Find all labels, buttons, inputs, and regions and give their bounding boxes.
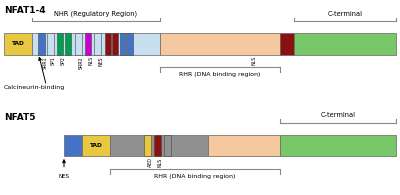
Bar	[64, 135, 82, 156]
Text: SRR2: SRR2	[79, 56, 84, 69]
Bar	[280, 33, 294, 55]
Bar	[94, 33, 101, 55]
Bar	[144, 135, 151, 156]
Text: NES: NES	[58, 174, 70, 179]
Bar	[160, 33, 280, 55]
Bar	[75, 33, 82, 55]
Bar	[120, 33, 126, 55]
Bar	[154, 135, 161, 156]
Bar	[32, 33, 160, 55]
Bar	[164, 135, 171, 156]
Bar	[38, 33, 45, 55]
Text: AED: AED	[148, 158, 153, 168]
Text: Calcineurin-binding: Calcineurin-binding	[4, 85, 65, 90]
Text: SP2: SP2	[61, 56, 66, 65]
Bar	[294, 33, 396, 55]
Bar	[57, 33, 63, 55]
Text: NLS: NLS	[252, 56, 256, 65]
Text: NES: NES	[98, 56, 103, 66]
Text: C-terminal: C-terminal	[328, 11, 362, 17]
Bar	[47, 33, 54, 55]
Text: C-terminal: C-terminal	[320, 112, 356, 118]
Text: TAD: TAD	[90, 143, 102, 148]
Bar	[4, 33, 32, 55]
Text: TAD: TAD	[12, 41, 24, 46]
Text: NLS: NLS	[89, 56, 94, 65]
Bar	[65, 33, 71, 55]
Bar	[85, 33, 91, 55]
Bar	[105, 33, 111, 55]
Text: SRR1: SRR1	[42, 56, 47, 69]
Text: RHR (DNA binding region): RHR (DNA binding region)	[179, 72, 261, 77]
Bar	[208, 135, 280, 156]
Bar	[112, 33, 118, 55]
Bar	[280, 135, 396, 156]
Text: SP1: SP1	[51, 56, 56, 65]
Text: NFAT5: NFAT5	[4, 113, 36, 122]
Text: NLS: NLS	[158, 158, 163, 167]
Bar	[110, 135, 208, 156]
Text: NHR (Regulatory Region): NHR (Regulatory Region)	[54, 10, 138, 17]
Bar	[127, 33, 133, 55]
Text: RHR (DNA binding region): RHR (DNA binding region)	[154, 174, 236, 179]
Text: NFAT1-4: NFAT1-4	[4, 6, 46, 15]
Bar	[82, 135, 110, 156]
